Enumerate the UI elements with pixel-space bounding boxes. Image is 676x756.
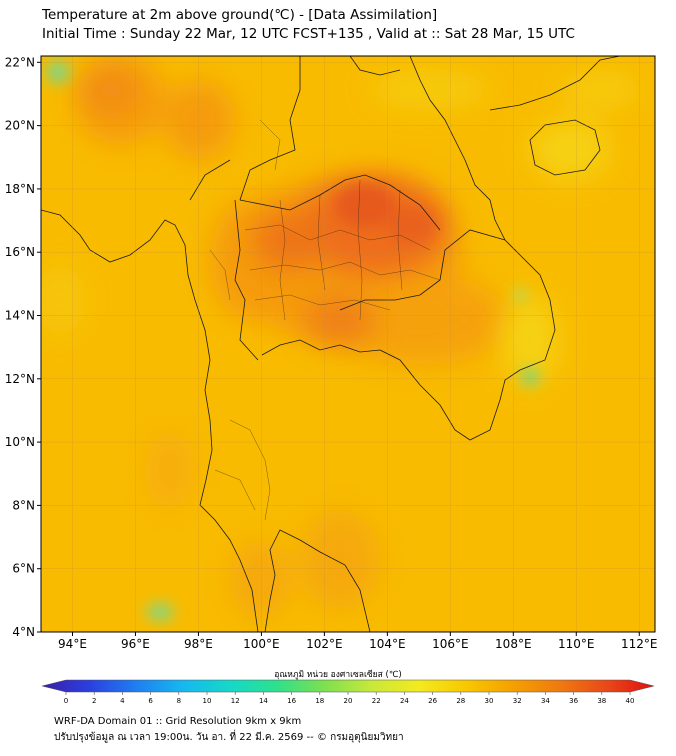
colorbar-tick-label: 8 <box>177 697 181 705</box>
colorbar-tick-label: 22 <box>372 697 381 705</box>
colorbar-tick-label: 38 <box>597 697 606 705</box>
lon-tick-label: 102°E <box>306 637 343 651</box>
lat-tick-label: 14°N <box>5 309 35 323</box>
map-title: Temperature at 2m above ground(℃) - [Dat… <box>42 7 438 23</box>
colorbar-title: อุณหภูมิ หน่วย องศาเซลเซียส (℃) <box>274 670 402 680</box>
colorbar-tick-label: 30 <box>485 697 494 705</box>
colorbar-tick-label: 10 <box>203 697 212 705</box>
latitude-axis: 22°N 20°N 18°N 16°N 14°N 12°N 10°N 8°N 6°N 4°N <box>5 55 41 639</box>
lat-tick-label: 22°N <box>5 55 35 69</box>
lat-tick-label: 4°N <box>12 625 35 639</box>
gridlines <box>41 56 655 633</box>
lon-tick-label: 94°E <box>58 637 87 651</box>
model-info: WRF-DA Domain 01 :: Grid Resolution 9km … <box>54 716 302 727</box>
lon-tick-label: 112°E <box>621 637 658 651</box>
lon-tick-label: 106°E <box>432 637 469 651</box>
coastline-borders <box>41 56 621 632</box>
lat-tick-label: 16°N <box>5 245 35 259</box>
colorbar-tick-label: 12 <box>231 697 240 705</box>
temperature-field <box>41 56 655 632</box>
lat-tick-label: 12°N <box>5 372 35 386</box>
lon-tick-label: 104°E <box>369 637 406 651</box>
map-frame <box>40 55 656 633</box>
colorbar-tick-label: 18 <box>315 697 324 705</box>
colorbar-tick-label: 40 <box>626 697 635 705</box>
lon-tick-label: 110°E <box>558 637 595 651</box>
colorbar-tick-label: 34 <box>541 697 550 705</box>
colorbar-tick-label: 20 <box>344 697 353 705</box>
lon-tick-label: 108°E <box>495 637 532 651</box>
lon-tick-label: 100°E <box>243 637 280 651</box>
lon-tick-label: 96°E <box>121 637 150 651</box>
colorbar-tick-label: 28 <box>456 697 465 705</box>
lat-tick-label: 20°N <box>5 119 35 133</box>
longitude-axis: 94°E 96°E 98°E 100°E 102°E 104°E 106°E 108°E 110… <box>58 632 658 651</box>
map-figure: 22°N 20°N 18°N 16°N 14°N 12°N 10°N 8°N 6°N 4°N 94… <box>5 55 658 705</box>
colorbar-tick-label: 14 <box>259 697 268 705</box>
colorbar-tick-label: 2 <box>92 697 96 705</box>
lat-tick-label: 10°N <box>5 435 35 449</box>
colorbar-tick-label: 36 <box>569 697 578 705</box>
lat-tick-label: 8°N <box>12 498 35 512</box>
colorbar-tick-label: 24 <box>400 697 409 705</box>
colorbar-tick-label: 16 <box>287 697 296 705</box>
colorbar-tick-label: 26 <box>428 697 437 705</box>
colorbar-tick-label: 32 <box>513 697 522 705</box>
colorbar: 0 2 4 6 8 10 12 14 16 18 20 22 24 26 28 30 32 34 36 38 40 <box>41 679 655 705</box>
lat-tick-label: 6°N <box>12 562 35 576</box>
lon-tick-label: 98°E <box>184 637 213 651</box>
colorbar-tick-label: 4 <box>120 697 125 705</box>
map-subtitle: Initial Time : Sunday 22 Mar, 12 UTC FCS… <box>42 26 575 42</box>
colorbar-tick-label: 6 <box>148 697 153 705</box>
update-info: ปรับปรุงข้อมูล ณ เวลา 19:00น. วัน อา. ที… <box>54 732 404 743</box>
lat-tick-label: 18°N <box>5 182 35 196</box>
colorbar-tick-label: 0 <box>64 697 68 705</box>
